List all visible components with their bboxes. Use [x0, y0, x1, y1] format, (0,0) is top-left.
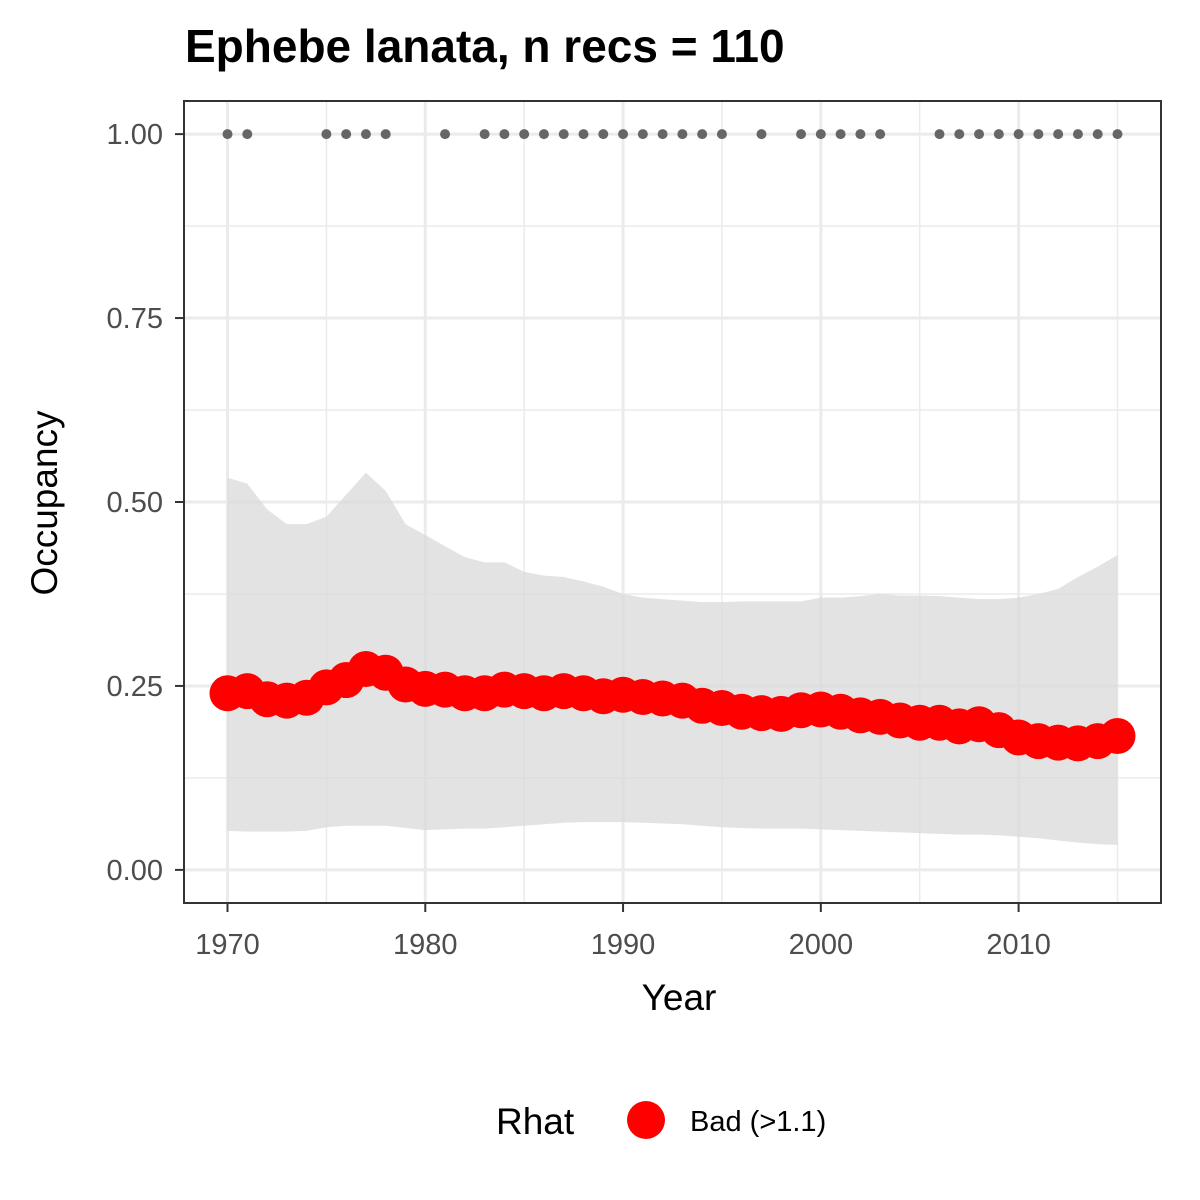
observation-point [954, 129, 965, 140]
x-tick-label: 1970 [195, 929, 260, 961]
observation-point [1112, 129, 1123, 140]
y-tick-label: 0.25 [107, 671, 163, 703]
observation-point [756, 129, 767, 140]
observation-point [341, 129, 352, 140]
observation-point [697, 129, 708, 140]
observation-point [875, 129, 886, 140]
y-tick-label: 0.75 [107, 303, 163, 335]
y-axis: 0.00 0.25 0.50 0.75 1.00 [107, 119, 184, 887]
x-tick-label: 1990 [591, 929, 656, 961]
x-tick-label: 2000 [789, 929, 854, 961]
occupancy-point [1099, 717, 1136, 754]
y-tick-label: 0.50 [107, 487, 163, 519]
observation-point [519, 129, 530, 140]
legend-label-bad: Bad (>1.1) [690, 1106, 826, 1138]
y-tick-label: 1.00 [107, 119, 163, 151]
observation-point [855, 129, 866, 140]
observation-point [1092, 129, 1103, 140]
legend: Rhat Bad (>1.1) [496, 1101, 826, 1142]
observation-point [716, 129, 727, 140]
observation-point [598, 129, 609, 140]
legend-key-bad [627, 1101, 665, 1139]
observation-point [1033, 129, 1044, 140]
observation-point [835, 129, 846, 140]
observation-point [242, 129, 253, 140]
observation-point [222, 129, 233, 140]
observation-point [380, 129, 391, 140]
observation-point [360, 129, 371, 140]
observation-point [558, 129, 569, 140]
observation-point [321, 129, 332, 140]
observation-point [677, 129, 688, 140]
observation-point [479, 129, 490, 140]
confidence-ribbon [227, 472, 1118, 845]
chart-title: Ephebe lanata, n recs = 110 [185, 20, 785, 72]
observation-point [1053, 129, 1064, 140]
observation-point [440, 129, 451, 140]
confidence-ribbon-layer [227, 472, 1118, 845]
observation-point [637, 129, 648, 140]
observation-point [796, 129, 807, 140]
observation-point [815, 129, 826, 140]
observation-point [934, 129, 945, 140]
observation-point [1013, 129, 1024, 140]
occupancy-points-layer [209, 651, 1136, 762]
x-axis-title: Year [642, 977, 717, 1018]
observation-point [618, 129, 629, 140]
y-axis-title: Occupancy [24, 410, 65, 596]
observation-points-layer [222, 129, 1123, 140]
x-tick-label: 2010 [986, 929, 1051, 961]
observation-point [538, 129, 549, 140]
observation-point [993, 129, 1004, 140]
observation-point [657, 129, 668, 140]
observation-point [974, 129, 985, 140]
x-axis: 1970 1980 1990 2000 2010 [195, 903, 1051, 961]
x-tick-label: 1980 [393, 929, 458, 961]
legend-title: Rhat [496, 1101, 575, 1142]
y-tick-label: 0.00 [107, 855, 163, 887]
observation-point [1072, 129, 1083, 140]
observation-point [578, 129, 589, 140]
observation-point [499, 129, 510, 140]
